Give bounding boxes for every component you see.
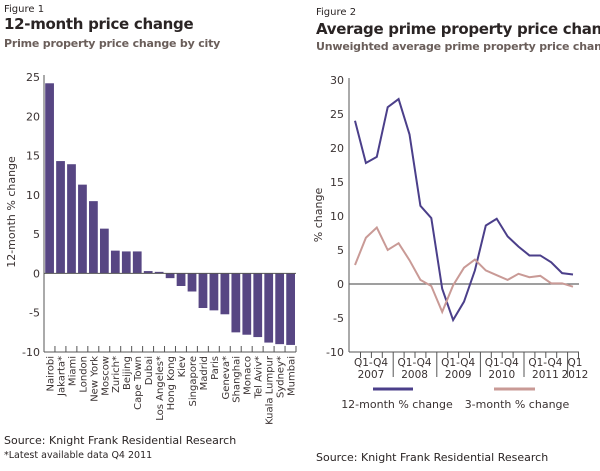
figure1-y-tick-label: 0 <box>33 267 40 280</box>
figure2-title: Average prime property price change <box>316 20 600 38</box>
figure2-y-tick-label: 5 <box>337 244 344 257</box>
figure1-bar <box>132 251 142 274</box>
figure1-x-tick-label: Madrid <box>199 356 210 390</box>
figure1-x-tick-label: London <box>78 356 89 393</box>
figure2-y-tick-label: 0 <box>337 278 344 291</box>
figure2-y-tick-label: 15 <box>330 176 344 189</box>
figure2-line-12-month <box>354 97 574 323</box>
figure1-bar <box>56 161 65 274</box>
figure2-x-period-label: Q1-Q4 <box>354 357 388 369</box>
figure2-source: Source: Knight Frank Residential Researc… <box>316 451 549 464</box>
figure1-bar <box>264 273 274 343</box>
figure2-y-tick-label: 30 <box>330 74 344 87</box>
figure2-line-3-month <box>354 225 574 315</box>
figure2-y-tick-label: 10 <box>330 210 344 223</box>
figure1-bar <box>143 271 153 274</box>
figure1-x-tick-label: Miami <box>67 356 78 386</box>
figure2-x-year-label: 2007 <box>358 369 385 381</box>
figure1-bar <box>176 273 186 286</box>
figure2-y-tick-label: 25 <box>330 108 344 121</box>
figure1-bar <box>275 273 285 345</box>
figure1-bar <box>89 201 98 274</box>
figure1-source: Source: Knight Frank Residential Researc… <box>4 434 237 447</box>
figure1-y-tick-label: 5 <box>33 228 40 241</box>
figure1-y-tick-label: 25 <box>26 71 40 84</box>
figure2-x-period-label: Q1 <box>568 357 583 369</box>
figure1-y-tick-label: 10 <box>26 189 40 202</box>
figure1-x-tick-label: Sydney* <box>276 356 287 398</box>
figure1-bar <box>286 273 295 345</box>
figure1-bar <box>231 273 241 333</box>
figure2-x-period-label: Q1-Q4 <box>528 357 562 369</box>
figure1-x-tick-label: Zurich* <box>111 356 122 393</box>
figure2-x-year-label: 2011 <box>532 369 559 381</box>
figure1-bar <box>187 273 197 292</box>
figure1-x-tick-label: Monaco <box>243 356 254 395</box>
figure1-y-tick-label: -5 <box>29 307 40 320</box>
figure1-x-tick-label: Jakarta* <box>56 356 67 397</box>
figure1-bar <box>154 271 164 274</box>
figure2-x-year-label: 2010 <box>488 369 515 381</box>
figure1-subtitle: Prime property price change by city <box>4 37 221 50</box>
figure1-title: 12-month price change <box>4 15 194 33</box>
figure2-x-year-label: 2009 <box>445 369 472 381</box>
figure1-x-tick-label: Moscow <box>100 356 111 396</box>
figure1-x-tick-label: Tel Aviv* <box>254 356 265 399</box>
figure1-x-tick-label: New York <box>89 356 100 402</box>
figure1-x-tick-label: Paris <box>210 356 221 380</box>
figure1-x-tick-label: Los Angeles* <box>155 356 166 421</box>
figure1-note: *Latest available data Q4 2011 <box>4 450 153 461</box>
figure2-x-year-label: 2012 <box>562 369 589 381</box>
figure1-bar <box>99 228 109 274</box>
figure1-x-tick-label: Mumbai <box>287 356 298 396</box>
figure1-bar <box>253 273 263 338</box>
figure1-bar <box>45 83 54 274</box>
figure1-bar <box>110 250 120 274</box>
figure1-x-tick-label: Kuala Lumpur <box>265 355 276 425</box>
figure1-bar <box>198 273 208 308</box>
figure1-x-tick-label: Hong Kong <box>166 356 177 410</box>
figure1-x-tick-label: Kiev <box>177 356 188 377</box>
figure1-x-tick-label: Singapore <box>188 356 199 406</box>
figure1-y-tick-label: 20 <box>26 110 40 123</box>
figure1-x-tick-label: Geneva* <box>221 356 232 399</box>
figure1-x-tick-label: Dubai <box>144 356 155 385</box>
figure1-bar <box>78 184 87 274</box>
legend-label: 3-month % change <box>465 398 570 411</box>
figure1-y-axis-label: 12-month % change <box>5 156 18 268</box>
figure1-x-tick-label: Nairobi <box>45 356 56 392</box>
figure1-y-tick-label: 15 <box>26 150 40 163</box>
figure2-label: Figure 2 <box>316 7 357 18</box>
figure1-bar <box>165 273 175 279</box>
legend-label: 12-month % change <box>341 398 453 411</box>
figure2-y-axis-label: % change <box>312 188 325 243</box>
figure1-bar <box>209 273 219 311</box>
figure1-y-tick-label: -10 <box>22 346 40 359</box>
figure2-x-year-label: 2008 <box>401 369 428 381</box>
figure1-x-tick-label: Beijing <box>122 356 133 390</box>
figure1-bar <box>242 273 252 335</box>
figure2-x-period-label: Q1-Q4 <box>398 357 432 369</box>
figure2-y-tick-label: 20 <box>330 142 344 155</box>
figure2-y-tick-label: -5 <box>333 312 344 325</box>
figure1-bar <box>67 164 76 274</box>
figure2-subtitle: Unweighted average prime property price … <box>316 40 600 53</box>
figure2-y-tick-label: -10 <box>326 346 344 359</box>
figure2-x-period-label: Q1-Q4 <box>441 357 475 369</box>
figure1-x-tick-label: Cape Town <box>133 356 144 410</box>
figure1-bar <box>220 273 230 315</box>
figure1-bar <box>121 251 131 274</box>
figure1-x-tick-label: Shanghai <box>232 356 243 403</box>
figure2-x-period-label: Q1-Q4 <box>485 357 519 369</box>
figure1-label: Figure 1 <box>4 4 45 15</box>
